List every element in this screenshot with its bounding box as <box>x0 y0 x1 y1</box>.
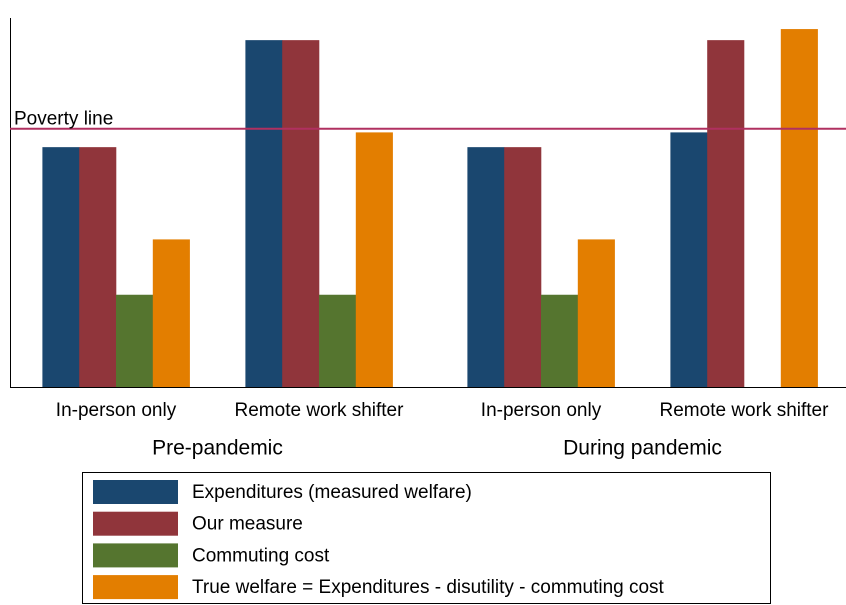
bar <box>707 40 745 387</box>
bar <box>245 40 283 387</box>
legend-label: True welfare = Expenditures - disutility… <box>192 577 665 598</box>
bar <box>282 40 320 387</box>
bar <box>670 132 708 387</box>
legend-swatch <box>93 480 178 504</box>
x-tick-label: Remote work shifter <box>660 400 830 421</box>
group-label: During pandemic <box>563 437 722 460</box>
bar <box>152 239 190 387</box>
legend-swatch <box>93 511 178 536</box>
x-tick-label: Remote work shifter <box>235 400 405 421</box>
legend-label: Our measure <box>192 514 303 535</box>
group-label: Pre-pandemic <box>152 437 283 460</box>
legend-box <box>82 472 771 604</box>
x-tick-label: In-person only <box>56 400 177 421</box>
bar <box>355 132 393 387</box>
bar <box>116 294 154 387</box>
legend-swatch <box>93 575 178 600</box>
bar <box>577 239 615 387</box>
bar <box>780 29 818 387</box>
poverty-line-label: Poverty line <box>14 109 113 130</box>
legend-label: Expenditures (measured welfare) <box>192 482 472 503</box>
bar <box>504 147 542 387</box>
bar <box>541 294 579 387</box>
legend-label: Commuting cost <box>192 545 330 566</box>
bar <box>79 147 117 387</box>
legend-swatch <box>93 543 178 568</box>
bar <box>42 147 80 387</box>
bar <box>467 147 505 387</box>
x-tick-label: In-person only <box>481 400 602 421</box>
bar <box>319 294 357 387</box>
